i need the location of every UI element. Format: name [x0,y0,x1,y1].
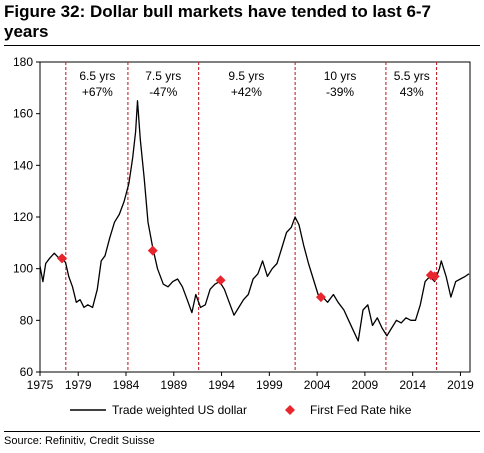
plot-frame [39,61,471,373]
chart: 6.5 yrs +67% 7.5 yrs -47% 9.5 yrs +42% 10 yrs -… [13,55,474,417]
trade-weighted-dollar-line [39,100,470,342]
y-tick-label: 140 [13,158,33,172]
cycle-annotation-text: 43% [400,85,424,99]
y-tick-label: 100 [13,262,33,276]
fed-hike-marker [429,271,440,282]
cycle-annotation-text: +42% [231,85,262,99]
legend: Trade weighted US dollar First Fed Rate h… [70,403,412,417]
legend-label: Trade weighted US dollar [112,403,247,417]
cycle-annotation-text: -47% [149,85,177,99]
cycle-annotation-text: 10 yrs [324,69,357,83]
x-tick-label: 1999 [256,378,283,392]
cycle-annotation-text: 9.5 yrs [228,69,264,83]
cycle-annotations: 6.5 yrs +67% 7.5 yrs -47% 9.5 yrs +42% 10 yrs -… [79,69,429,99]
fed-hike-marker [315,292,326,303]
plot-area-border [39,61,471,373]
source-divider [4,431,480,432]
y-tick-label: 160 [13,107,33,121]
y-tick-label: 120 [13,210,33,224]
x-tick-label: 1984 [113,378,140,392]
legend-marker-swatch [285,405,295,415]
x-tick-label: 2019 [447,378,474,392]
title-divider [4,45,480,46]
cycle-annotation-text: 5.5 yrs [394,69,430,83]
figure-title: Figure 32: Dollar bull markets have tend… [4,2,432,41]
x-tick-label: 1989 [160,378,187,392]
cycle-annotation-text: +67% [82,85,113,99]
legend-label: First Fed Rate hike [310,403,412,417]
fed-hike-markers [56,245,440,303]
axes: 60 80 100 120 140 160 180 1975 1979 1984 1989 1994 1… [13,55,474,392]
cycle-annotation-text: 7.5 yrs [145,69,181,83]
x-tick-label: 2004 [304,378,331,392]
cycle-annotation-text: -39% [326,85,354,99]
y-tick-label: 60 [20,365,34,379]
x-tick-label: 1979 [65,378,92,392]
trade-weighted-dollar-series [39,100,470,342]
fed-hike-marker [147,245,158,256]
x-tick-label: 1994 [208,378,235,392]
source-note: Source: Refinitiv, Credit Suisse [4,435,155,447]
x-tick-label: 1975 [27,378,54,392]
y-tick-label: 80 [20,313,34,327]
x-tick-label: 2009 [352,378,379,392]
x-tick-label: 2014 [399,378,426,392]
cycle-annotation-text: 6.5 yrs [79,69,115,83]
y-tick-label: 180 [13,55,33,69]
fed-hike-marker [215,275,226,286]
fed-hike-marker [56,253,67,264]
